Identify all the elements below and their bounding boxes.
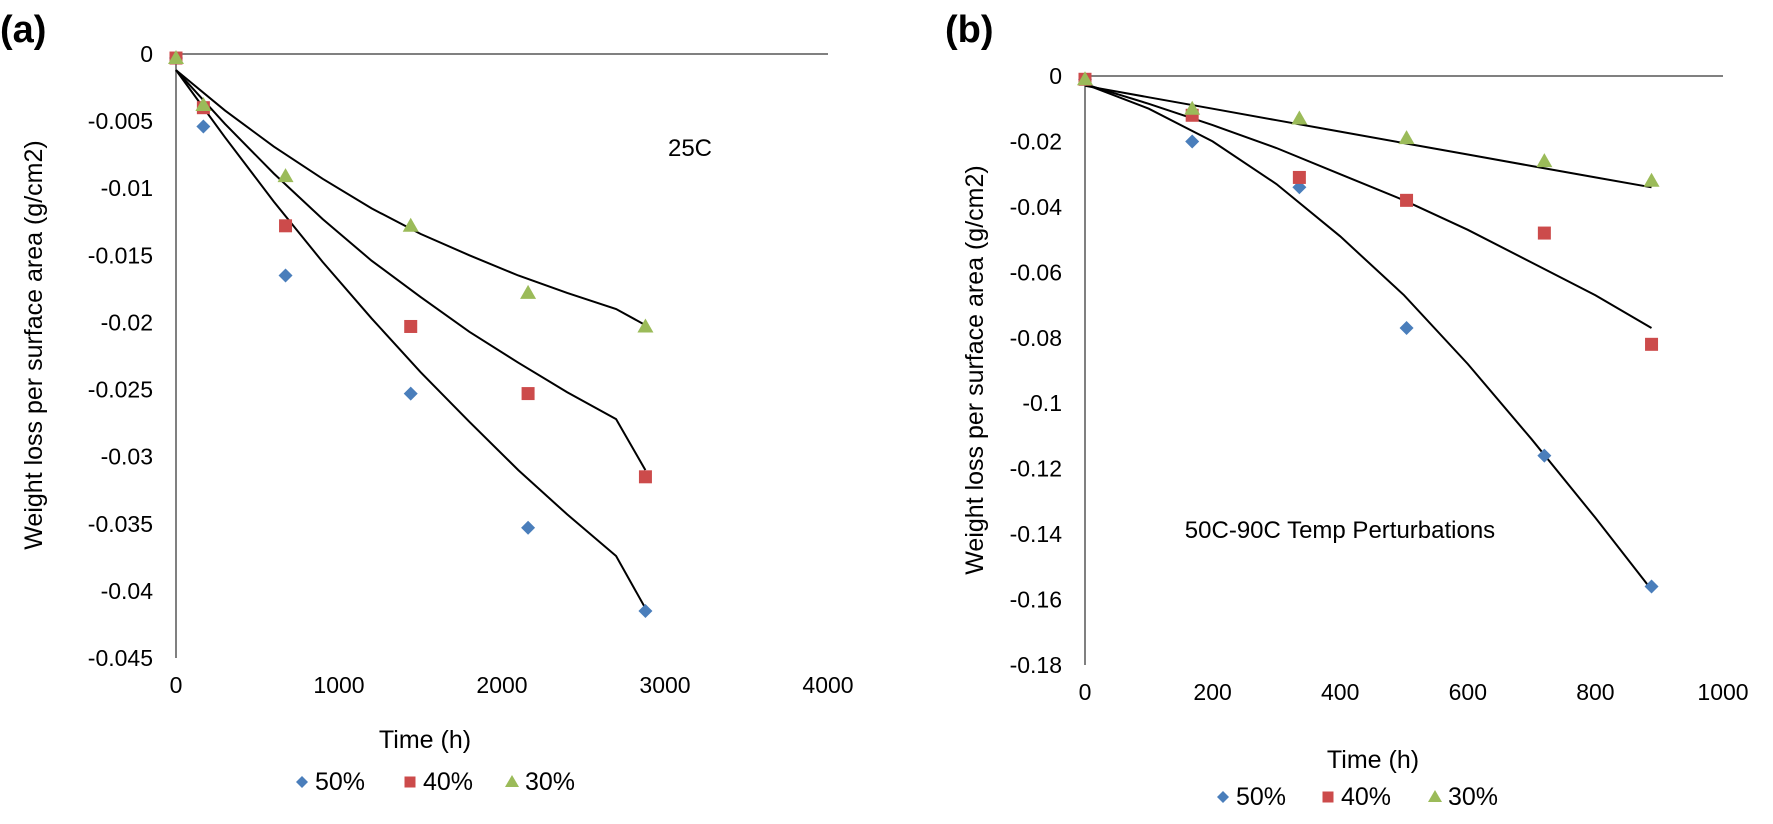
legend: 50% 40% 30% bbox=[1217, 783, 1498, 811]
y-tick-label: -0.02 bbox=[1010, 128, 1062, 154]
trend-lines bbox=[175, 69, 647, 609]
data-point-40pct bbox=[638, 470, 652, 484]
legend-marker-30pct bbox=[505, 775, 519, 787]
y-tick-label: -0.18 bbox=[1010, 652, 1062, 678]
data-point-40pct bbox=[1400, 193, 1414, 207]
data-point-50pct bbox=[403, 386, 418, 401]
y-tick-label: 0 bbox=[140, 41, 153, 67]
legend-marker-40pct bbox=[1322, 791, 1334, 803]
data-point-40pct bbox=[1292, 170, 1306, 184]
data-point-30pct bbox=[1398, 130, 1415, 145]
data-point-30pct bbox=[1291, 110, 1308, 125]
data-points bbox=[168, 50, 654, 619]
y-tick-label: -0.12 bbox=[1010, 456, 1062, 482]
y-tick-label: -0.04 bbox=[1010, 194, 1063, 220]
y-tick-label: -0.01 bbox=[101, 175, 153, 201]
legend-marker-40pct bbox=[404, 776, 416, 788]
y-tick-label: -0.03 bbox=[101, 444, 153, 470]
y-tick-label: -0.045 bbox=[88, 645, 153, 671]
x-tick-label: 1000 bbox=[1697, 679, 1748, 705]
chart-panel-b: (b) 50C-90C Temp Perturbations Time (h) … bbox=[945, 9, 1749, 811]
y-tick-label: -0.16 bbox=[1010, 587, 1062, 613]
y-tick-label: -0.005 bbox=[88, 108, 153, 134]
trend-line-40pct bbox=[1084, 83, 1653, 329]
data-point-40pct bbox=[1537, 226, 1551, 240]
x-tick-label: 0 bbox=[1079, 679, 1092, 705]
data-point-30pct bbox=[520, 284, 537, 299]
data-point-40pct bbox=[404, 319, 418, 333]
data-point-50pct bbox=[278, 268, 293, 283]
y-axis-title: Weight loss per surface area (g/cm2) bbox=[20, 140, 48, 549]
y-tick-label: -0.02 bbox=[101, 309, 153, 335]
x-tick-label: 3000 bbox=[639, 672, 690, 698]
x-tick-label: 600 bbox=[1449, 679, 1487, 705]
data-point-30pct bbox=[402, 217, 419, 232]
data-point-50pct bbox=[196, 119, 211, 134]
y-tick-labels: 0 -0.02 -0.04 -0.06 -0.08 -0.1 -0.12 -0.14 -0.16… bbox=[1010, 63, 1063, 678]
trend-line-50pct bbox=[1084, 83, 1653, 591]
panel-label: (b) bbox=[945, 9, 994, 51]
data-point-50pct bbox=[521, 520, 536, 535]
legend-marker-30pct bbox=[1428, 790, 1442, 802]
data-point-30pct bbox=[195, 97, 212, 112]
x-tick-labels: 0 1000 2000 3000 4000 bbox=[170, 672, 854, 698]
y-tick-label: -0.015 bbox=[88, 242, 153, 268]
legend-marker-50pct bbox=[1217, 791, 1229, 803]
x-tick-labels: 0 200 400 600 800 1000 bbox=[1079, 679, 1749, 705]
legend-label: 40% bbox=[1341, 783, 1391, 811]
trend-line-30pct bbox=[175, 69, 646, 326]
y-tick-label: 0 bbox=[1049, 63, 1062, 89]
data-point-40pct bbox=[279, 219, 293, 233]
trend-line-50pct bbox=[175, 69, 647, 609]
legend: 50% 40% 30% bbox=[296, 768, 575, 796]
legend-label: 40% bbox=[423, 768, 473, 796]
y-tick-label: -0.14 bbox=[1010, 521, 1063, 547]
x-tick-label: 0 bbox=[170, 672, 183, 698]
y-tick-label: -0.06 bbox=[1010, 259, 1062, 285]
data-point-30pct bbox=[168, 50, 184, 65]
x-tick-label: 4000 bbox=[802, 672, 853, 698]
trend-line-40pct bbox=[175, 69, 647, 471]
y-tick-label: -0.025 bbox=[88, 377, 153, 403]
legend-label: 30% bbox=[525, 768, 575, 796]
x-tick-label: 1000 bbox=[313, 672, 364, 698]
data-points bbox=[1077, 71, 1660, 594]
data-point-30pct bbox=[277, 168, 294, 183]
data-point-30pct bbox=[637, 318, 654, 333]
data-point-50pct bbox=[1185, 134, 1200, 149]
data-point-30pct bbox=[1643, 172, 1660, 187]
y-tick-label: -0.035 bbox=[88, 511, 153, 537]
data-point-50pct bbox=[638, 604, 653, 619]
panel-label: (a) bbox=[0, 9, 46, 51]
data-point-50pct bbox=[1537, 448, 1552, 463]
trend-line-30pct bbox=[1084, 84, 1652, 189]
legend-label: 50% bbox=[1236, 783, 1286, 811]
data-point-40pct bbox=[1645, 337, 1659, 351]
chart-panel-a: (a) 25C Time (h) Weight loss per surface… bbox=[0, 9, 854, 796]
x-tick-label: 800 bbox=[1576, 679, 1614, 705]
y-tick-label: -0.04 bbox=[101, 578, 154, 604]
data-point-50pct bbox=[1644, 579, 1659, 594]
data-point-40pct bbox=[521, 387, 535, 401]
x-tick-label: 400 bbox=[1321, 679, 1359, 705]
legend-label: 30% bbox=[1448, 783, 1498, 811]
legend-label: 50% bbox=[315, 768, 365, 796]
x-tick-label: 200 bbox=[1193, 679, 1231, 705]
legend-marker-50pct bbox=[296, 776, 308, 788]
x-axis-title: Time (h) bbox=[379, 726, 471, 754]
y-axis-title: Weight loss per surface area (g/cm2) bbox=[961, 165, 989, 574]
data-point-30pct bbox=[1536, 153, 1553, 168]
x-tick-label: 2000 bbox=[476, 672, 527, 698]
data-point-30pct bbox=[1077, 71, 1093, 86]
trend-lines bbox=[1084, 83, 1653, 591]
data-point-30pct bbox=[1184, 100, 1201, 115]
data-point-50pct bbox=[1399, 320, 1414, 335]
y-tick-label: -0.1 bbox=[1022, 390, 1062, 416]
chart-annotation: 50C-90C Temp Perturbations bbox=[1185, 517, 1495, 544]
y-tick-labels: 0 -0.005 -0.01 -0.015 -0.02 -0.025 -0.03 -0.035… bbox=[88, 41, 153, 671]
chart-annotation: 25C bbox=[668, 135, 712, 162]
y-tick-label: -0.08 bbox=[1010, 325, 1062, 351]
x-axis-title: Time (h) bbox=[1327, 746, 1419, 774]
